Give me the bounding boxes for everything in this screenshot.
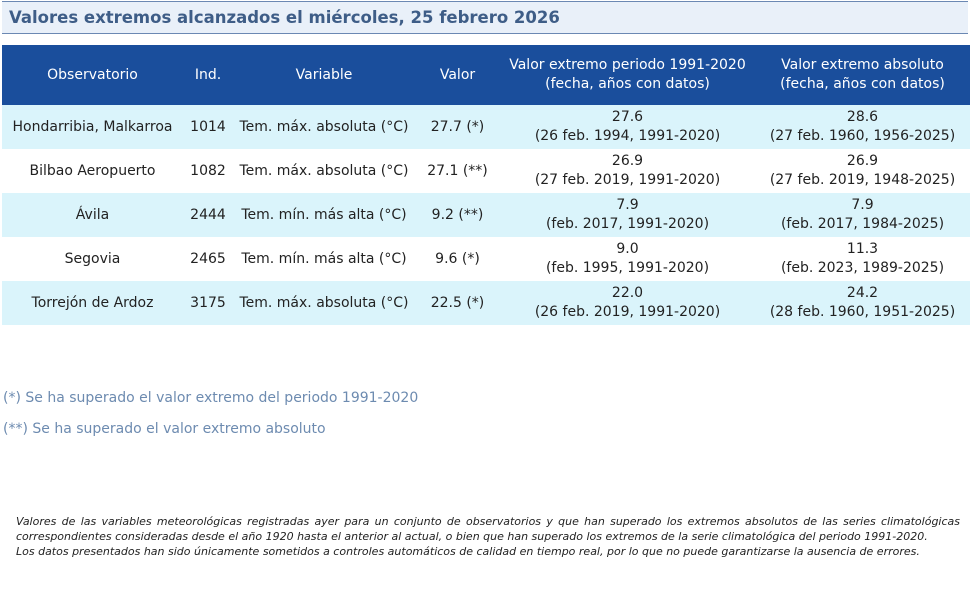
cell-periodo-periodo-detalle: (feb. 2017, 1991-2020) [545,216,710,232]
header-absoluto-line1: Valor extremo absoluto [781,57,944,73]
cell-periodo: 26.9 (27 feb. 2019, 1991-2020) [500,149,755,193]
cell-periodo-periodo-valor: 27.6 [611,109,644,125]
cell-variable: Tem. máx. absoluta (°C) [233,149,415,193]
header-absoluto-line2: (fecha, años con datos) [780,76,945,92]
cell-periodo-periodo-valor: 22.0 [611,285,644,301]
cell-ind: 1082 [183,149,233,193]
cell-ind: 1014 [183,105,233,149]
cell-absoluto-absoluto-valor: 11.3 [846,241,879,257]
cell-variable-variable: Tem. máx. absoluta (°C) [239,162,409,179]
page-title: Valores extremos alcanzados el miércoles… [9,8,560,27]
table-header-row: Observatorio Ind. Variable Valor Valor e… [2,45,970,105]
cell-ind-ind: 2444 [190,206,226,223]
cell-variable: Tem. mín. más alta (°C) [233,193,415,237]
cell-absoluto: 28.6 (27 feb. 1960, 1956-2025) [755,105,970,149]
cell-periodo: 22.0 (26 feb. 2019, 1991-2020) [500,281,755,325]
note-single-asterisk: (*) Se ha superado el valor extremo del … [3,390,419,406]
cell-observatorio: Segovia [2,237,183,281]
cell-observatorio: Torrejón de Ardoz [2,281,183,325]
cell-periodo-periodo-valor: 9.0 [616,241,639,257]
cell-periodo-periodo-detalle: (26 feb. 1994, 1991-2020) [534,128,721,144]
cell-periodo-periodo-valor: 26.9 [611,153,644,169]
cell-periodo: 27.6 (26 feb. 1994, 1991-2020) [500,105,755,149]
cell-absoluto-absoluto-detalle: (27 feb. 2019, 1948-2025) [769,172,956,188]
cell-ind: 3175 [183,281,233,325]
cell-ind: 2444 [183,193,233,237]
cell-observatorio-observatorio: Ávila [75,206,110,223]
cell-valor-valor: 9.2 (**) [431,206,484,223]
cell-observatorio: Hondarribia, Malkarroa [2,105,183,149]
cell-observatorio-observatorio: Segovia [64,250,121,267]
table-row: Ávila 2444 Tem. mín. más alta (°C) 9.2 (**)… [2,193,970,237]
table-row: Torrejón de Ardoz 3175 Tem. máx. absoluta … [2,281,970,325]
cell-valor-valor: 27.7 (*) [430,118,485,135]
cell-absoluto-absoluto-detalle: (28 feb. 1960, 1951-2025) [769,304,956,320]
cell-ind: 2465 [183,237,233,281]
cell-absoluto: 24.2 (28 feb. 1960, 1951-2025) [755,281,970,325]
cell-observatorio: Ávila [2,193,183,237]
cell-valor: 22.5 (*) [415,281,500,325]
cell-valor: 27.7 (*) [415,105,500,149]
cell-absoluto: 26.9 (27 feb. 2019, 1948-2025) [755,149,970,193]
cell-periodo-periodo-detalle: (26 feb. 2019, 1991-2020) [534,304,721,320]
cell-absoluto-absoluto-valor: 26.9 [846,153,879,169]
header-ind: Ind. [183,45,233,105]
cell-absoluto-absoluto-detalle: (feb. 2023, 1989-2025) [780,260,945,276]
header-absoluto: Valor extremo absoluto (fecha, años con d… [755,45,970,105]
cell-observatorio: Bilbao Aeropuerto [2,149,183,193]
cell-variable: Tem. máx. absoluta (°C) [233,281,415,325]
cell-observatorio-observatorio: Torrejón de Ardoz [31,294,154,311]
cell-valor-valor: 27.1 (**) [427,162,488,179]
disclaimer: Valores de las variables meteorológicas … [16,514,960,559]
extremes-table: Observatorio Ind. Variable Valor Valor e… [2,45,970,325]
cell-valor: 27.1 (**) [415,149,500,193]
cell-periodo-periodo-detalle: (feb. 1995, 1991-2020) [545,260,710,276]
cell-absoluto-absoluto-detalle: (27 feb. 1960, 1956-2025) [769,128,956,144]
table-row: Hondarribia, Malkarroa 1014 Tem. máx. abso… [2,105,970,149]
disclaimer-p1: Valores de las variables meteorológicas … [16,515,960,543]
cell-valor-valor: 9.6 (*) [435,250,480,267]
header-observatorio: Observatorio [2,45,183,105]
table-row: Segovia 2465 Tem. mín. más alta (°C) 9.6 (*… [2,237,970,281]
title-bar: Valores extremos alcanzados el miércoles… [2,1,968,34]
cell-absoluto: 11.3 (feb. 2023, 1989-2025) [755,237,970,281]
cell-absoluto-absoluto-valor: 7.9 [851,197,874,213]
header-periodo: Valor extremo periodo 1991-2020 (fecha, a… [500,45,755,105]
header-periodo-line2: (fecha, años con datos) [545,76,710,92]
cell-variable-variable: Tem. máx. absoluta (°C) [239,294,409,311]
cell-valor: 9.6 (*) [415,237,500,281]
cell-ind-ind: 1014 [190,118,226,135]
cell-variable: Tem. máx. absoluta (°C) [233,105,415,149]
cell-absoluto-absoluto-detalle: (feb. 2017, 1984-2025) [780,216,945,232]
cell-absoluto-absoluto-valor: 28.6 [846,109,879,125]
table-row: Bilbao Aeropuerto 1082 Tem. máx. absoluta … [2,149,970,193]
cell-absoluto-absoluto-valor: 24.2 [846,285,879,301]
cell-variable: Tem. mín. más alta (°C) [233,237,415,281]
cell-absoluto: 7.9 (feb. 2017, 1984-2025) [755,193,970,237]
note-double-asterisk: (**) Se ha superado el valor extremo abs… [3,421,326,437]
cell-observatorio-observatorio: Bilbao Aeropuerto [29,162,156,179]
cell-valor-valor: 22.5 (*) [430,294,485,311]
cell-valor: 9.2 (**) [415,193,500,237]
header-valor: Valor [415,45,500,105]
cell-periodo-periodo-detalle: (27 feb. 2019, 1991-2020) [534,172,721,188]
cell-periodo: 7.9 (feb. 2017, 1991-2020) [500,193,755,237]
cell-variable-variable: Tem. máx. absoluta (°C) [239,118,409,135]
cell-periodo: 9.0 (feb. 1995, 1991-2020) [500,237,755,281]
header-variable: Variable [233,45,415,105]
disclaimer-p2: Los datos presentados han sido únicament… [16,545,920,558]
cell-ind-ind: 2465 [190,250,226,267]
cell-observatorio-observatorio: Hondarribia, Malkarroa [12,118,173,135]
cell-periodo-periodo-valor: 7.9 [616,197,639,213]
cell-variable-variable: Tem. mín. más alta (°C) [241,206,407,223]
cell-ind-ind: 3175 [190,294,226,311]
cell-ind-ind: 1082 [190,162,226,179]
cell-variable-variable: Tem. mín. más alta (°C) [241,250,407,267]
header-periodo-line1: Valor extremo periodo 1991-2020 [509,57,746,73]
